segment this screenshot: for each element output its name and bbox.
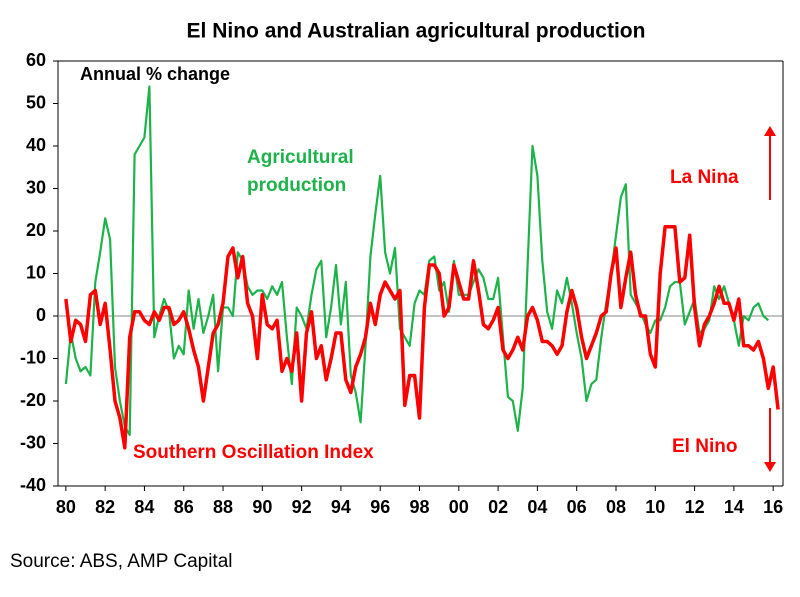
y-tick-label: -20 [20,390,46,410]
y-tick-label: 30 [26,177,46,197]
source: Source: ABS, AMP Capital [10,551,233,572]
series-label: Agricultural production [247,147,354,196]
x-tick-label: 12 [685,497,705,517]
y-tick-label: 60 [26,50,46,70]
x-tick-label: 14 [724,497,744,517]
y-tick-label: -40 [20,475,46,495]
annotation: El Nino [672,436,737,457]
y-tick-label: 10 [26,262,46,282]
x-tick-label: 04 [527,497,547,517]
y-tick-label: 50 [26,92,46,112]
series-label: Southern Oscillation Index [133,442,374,463]
x-tick-label: 98 [410,497,430,517]
x-tick-label: 96 [370,497,390,517]
x-tick-label: 16 [763,497,783,517]
y-tick-label: 20 [26,220,46,240]
y-tick-label: -10 [20,347,46,367]
y-tick-label: 0 [36,305,46,325]
chart-title: El Nino and Australian agricultural prod… [187,20,646,43]
x-tick-label: 90 [252,497,272,517]
x-tick-label: 02 [488,497,508,517]
x-tick-label: 86 [174,497,194,517]
series-line [64,85,770,437]
x-tick-label: 00 [449,497,469,517]
y-tick-label: 40 [26,135,46,155]
x-tick-label: 84 [134,497,154,517]
x-tick-label: 92 [292,497,312,517]
annotation: La Nina [670,167,739,188]
x-tick-label: 88 [213,497,233,517]
annotation: Annual % change [80,64,230,84]
y-tick-label: -30 [20,432,46,452]
x-tick-label: 08 [606,497,626,517]
series-line [64,225,780,450]
x-tick-label: 94 [331,497,351,517]
arrow [764,126,776,472]
x-tick-label: 06 [567,497,587,517]
x-tick-label: 80 [56,497,76,517]
x-tick-label: 10 [645,497,665,517]
x-tick-label: 82 [95,497,115,517]
